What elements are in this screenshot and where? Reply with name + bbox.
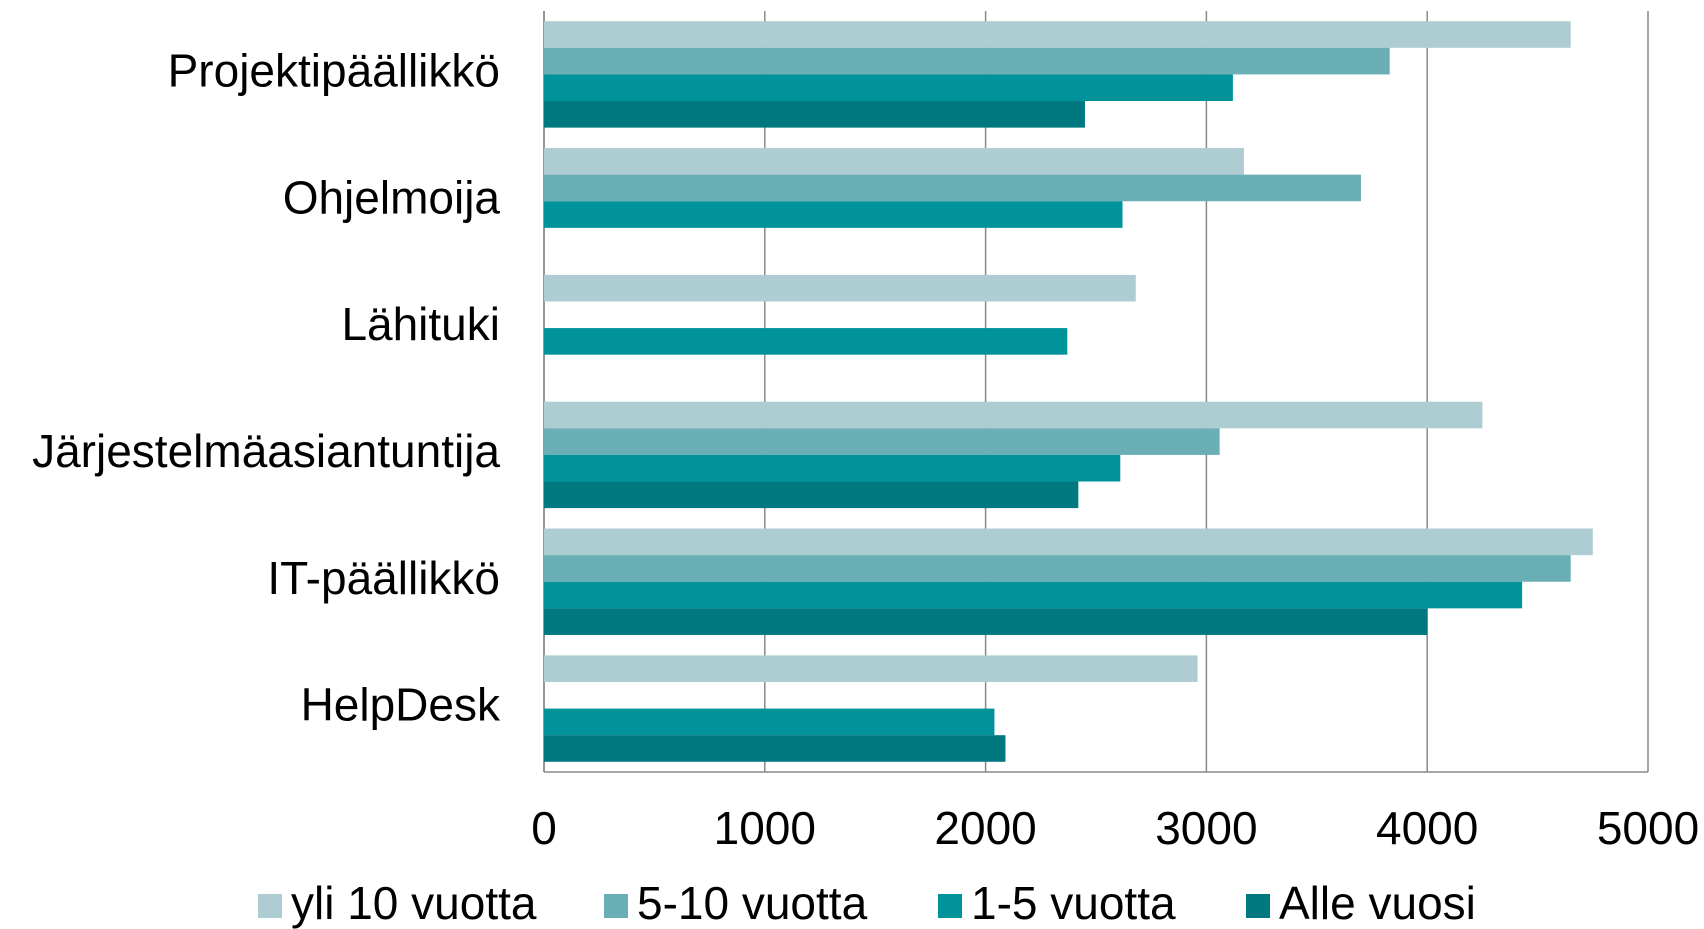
bar: [544, 174, 1361, 202]
bar: [544, 74, 1233, 102]
bar: [544, 274, 1136, 302]
bar: [544, 735, 1006, 762]
legend-swatch: [258, 894, 282, 918]
x-tick-label: 5000: [1597, 802, 1699, 854]
bar: [544, 201, 1123, 228]
x-tick-label: 1000: [714, 802, 816, 854]
y-tick-label: HelpDesk: [301, 679, 501, 731]
legend-label: Alle vuosi: [1279, 877, 1476, 929]
x-tick-label: 3000: [1155, 802, 1257, 854]
bar: [544, 401, 1483, 429]
bar: [544, 528, 1593, 556]
bar: [544, 428, 1220, 455]
legend-label: 1-5 vuotta: [971, 877, 1176, 929]
x-tick-label: 4000: [1376, 802, 1478, 854]
x-tick-label: 0: [531, 802, 557, 854]
legend-swatch: [938, 894, 962, 918]
bar: [544, 21, 1571, 48]
y-tick-label: Ohjelmoija: [283, 171, 501, 223]
bar: [544, 101, 1085, 128]
bar: [544, 608, 1428, 635]
y-tick-label: Järjestelmäasiantuntija: [32, 425, 500, 477]
legend-label: 5-10 vuotta: [637, 877, 868, 929]
bar: [544, 148, 1244, 175]
bar: [544, 708, 995, 736]
bar: [544, 454, 1121, 482]
y-tick-label: Lähituki: [341, 298, 500, 350]
bar: [544, 581, 1523, 609]
x-tick-label: 2000: [934, 802, 1036, 854]
bar: [544, 555, 1571, 582]
legend-label: yli 10 vuotta: [291, 877, 537, 929]
y-tick-label: IT-päällikkö: [267, 552, 500, 604]
bar: [544, 481, 1079, 509]
bar: [544, 47, 1390, 75]
legend-swatch: [604, 894, 628, 918]
bar: [544, 655, 1198, 682]
legend-swatch: [1246, 894, 1270, 918]
bar: [544, 328, 1068, 355]
y-tick-label: Projektipäällikkö: [168, 45, 500, 97]
